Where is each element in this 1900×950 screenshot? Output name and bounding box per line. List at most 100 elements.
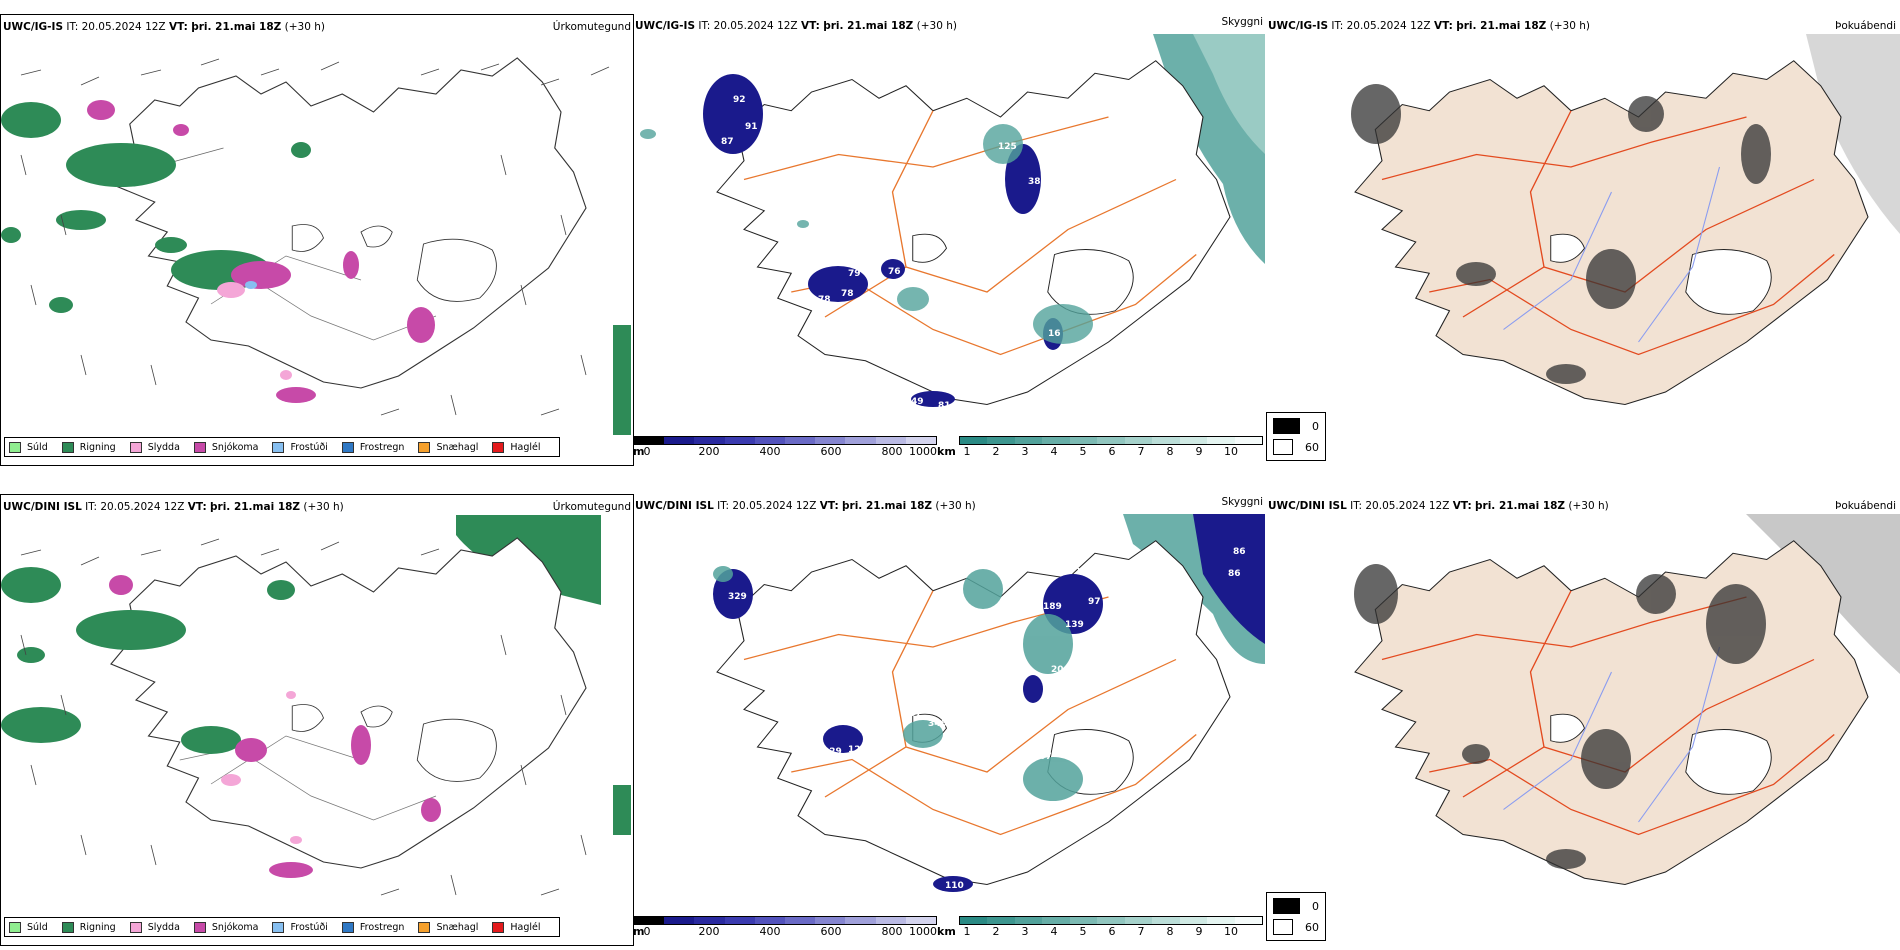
it-value: 20.05.2024 12Z <box>81 21 166 33</box>
legend-swatch <box>492 921 505 933</box>
vis-value: 79 <box>848 269 861 279</box>
field-name: Úrkomutegund <box>552 501 631 513</box>
legend-label: Rigning <box>79 441 116 453</box>
legend-swatch <box>1273 898 1300 914</box>
vt-value: þri. 21.mai 18Z <box>191 21 282 33</box>
legend-swatch <box>341 921 354 933</box>
vis-value: 49 <box>911 397 924 407</box>
tick-label: 600 <box>820 925 842 938</box>
tick-label: 800 <box>881 925 903 938</box>
visibility-panel-2: UWC/DINI ISL IT: 20.05.2024 12Z VT: þri.… <box>633 494 1265 944</box>
legend-label: Haglél <box>510 921 541 933</box>
vt-value: þri. 21.mai 18Z <box>823 20 914 32</box>
legend-swatch <box>1273 439 1293 455</box>
legend-swatch <box>341 441 354 453</box>
legend-label: Frostúði <box>290 441 328 453</box>
vis-value: 107 <box>1033 752 1052 762</box>
vis-value: 16 <box>1048 329 1061 339</box>
lead-time: (+30 h) <box>935 500 976 512</box>
colorbar <box>959 916 1263 925</box>
vt-value: þri. 21.mai 18Z <box>842 500 933 512</box>
fog-legend: 0 60 <box>1266 412 1326 461</box>
vis-value: 92 <box>1068 567 1081 577</box>
legend-swatch <box>61 441 74 453</box>
vt-label: VT: <box>819 500 839 512</box>
legend-swatch <box>272 441 285 453</box>
lead-time: (+30 h) <box>284 21 325 33</box>
panel-header: UWC/DINI ISL IT: 20.05.2024 12Z VT: þri.… <box>1266 498 1900 514</box>
colorbar <box>633 916 937 925</box>
legend-label: 60 <box>1305 920 1319 934</box>
colorbar-ticks: m 0 200 400 600 800 1000 <box>633 925 937 939</box>
lead-time: (+30 h) <box>1568 500 1609 512</box>
it-value: 20.05.2024 12Z <box>1365 500 1450 512</box>
model-name: UWC/DINI ISL <box>1268 500 1347 512</box>
legend-label: Frostregn <box>359 921 405 933</box>
fog-legend: 0 60 <box>1266 892 1326 941</box>
legend-label: 0 <box>1312 419 1319 433</box>
vis-value: 125 <box>998 142 1017 152</box>
vis-value: 81 <box>938 401 951 411</box>
tick-label: 5 <box>1079 925 1087 938</box>
tick-label: 400 <box>759 925 781 938</box>
legend-swatch <box>61 921 74 933</box>
it-label: IT: <box>1331 20 1344 32</box>
it-label: IT: <box>1350 500 1363 512</box>
legend-item-slydda: Slydda <box>129 441 180 453</box>
vis-value: 97 <box>1088 597 1101 607</box>
field-name: Þokuábendi <box>1835 500 1896 512</box>
fog-legend-item: 60 <box>1273 919 1319 935</box>
legend-label: Slydda <box>147 441 180 453</box>
tick-label: 4 <box>1050 445 1058 458</box>
colorbar-unit: km <box>937 445 956 458</box>
legend-label: Haglél <box>510 441 541 453</box>
tick-label: 6 <box>1108 445 1116 458</box>
legend-item-slydda: Slydda <box>129 921 180 933</box>
legend-item-frostregn: Frostregn <box>341 921 405 933</box>
colorbar-ticks: km 1 2 3 4 5 6 7 8 9 10 <box>937 925 1263 939</box>
tick-label: 1 <box>963 445 971 458</box>
precip-panel-1: UWC/IG-IS IT: 20.05.2024 12Z VT: þri. 21… <box>0 14 634 466</box>
legend-label: Snæhagl <box>436 921 479 933</box>
vis-value: 120 <box>848 745 867 755</box>
tick-label: 7 <box>1137 925 1145 938</box>
model-name: UWC/DINI ISL <box>635 500 714 512</box>
visibility-map: 92 91 87 125 38 79 76 95 33 78 78 16 49 … <box>633 34 1265 424</box>
vis-value: 189 <box>1043 602 1062 612</box>
it-label: IT: <box>66 21 79 33</box>
colorbar <box>959 436 1263 445</box>
tick-label: 9 <box>1195 445 1203 458</box>
field-name: Skyggni <box>1221 496 1264 508</box>
vt-label: VT: <box>1433 20 1453 32</box>
panel-header: UWC/IG-IS IT: 20.05.2024 12Z VT: þri. 21… <box>1 19 633 35</box>
fog-legend-item: 60 <box>1273 439 1319 455</box>
fog-legend-item: 0 <box>1273 418 1319 434</box>
vis-value: 129 <box>823 747 842 757</box>
legend-item-rigning: Rigning <box>61 441 116 453</box>
legend-label: Frostúði <box>290 921 328 933</box>
vt-label: VT: <box>1452 500 1472 512</box>
fog-map <box>1266 34 1900 434</box>
vis-value: 76 <box>888 267 901 277</box>
tick-label: 400 <box>759 445 781 458</box>
ptype-legend: Súld Rigning Slydda Snjókoma Frostúði Fr… <box>4 437 560 457</box>
precip-map <box>1 35 631 435</box>
tick-label: 600 <box>820 445 842 458</box>
legend-swatch <box>272 921 285 933</box>
vis-colorbar-m: m 0 200 400 600 800 1000 <box>633 916 937 939</box>
it-label: IT: <box>717 500 730 512</box>
legend-swatch <box>492 441 505 453</box>
vis-value: 91 <box>745 122 758 132</box>
legend-item-snaehagl: Snæhagl <box>418 441 478 453</box>
tick-label: 6 <box>1108 925 1116 938</box>
tick-label: 10 <box>1224 445 1238 458</box>
lead-time: (+30 h) <box>303 501 344 513</box>
tick-label: 1000 <box>909 925 937 938</box>
legend-swatch <box>9 921 21 933</box>
tick-label: 0 <box>643 445 651 458</box>
vis-colorbar-km: km 1 2 3 4 5 6 7 8 9 10 <box>937 436 1263 459</box>
panel-header: UWC/DINI ISL IT: 20.05.2024 12Z VT: þri.… <box>1 499 633 515</box>
vis-value: 78 <box>841 289 854 299</box>
field-name: Skyggni <box>1221 16 1264 28</box>
it-label: IT: <box>85 501 98 513</box>
